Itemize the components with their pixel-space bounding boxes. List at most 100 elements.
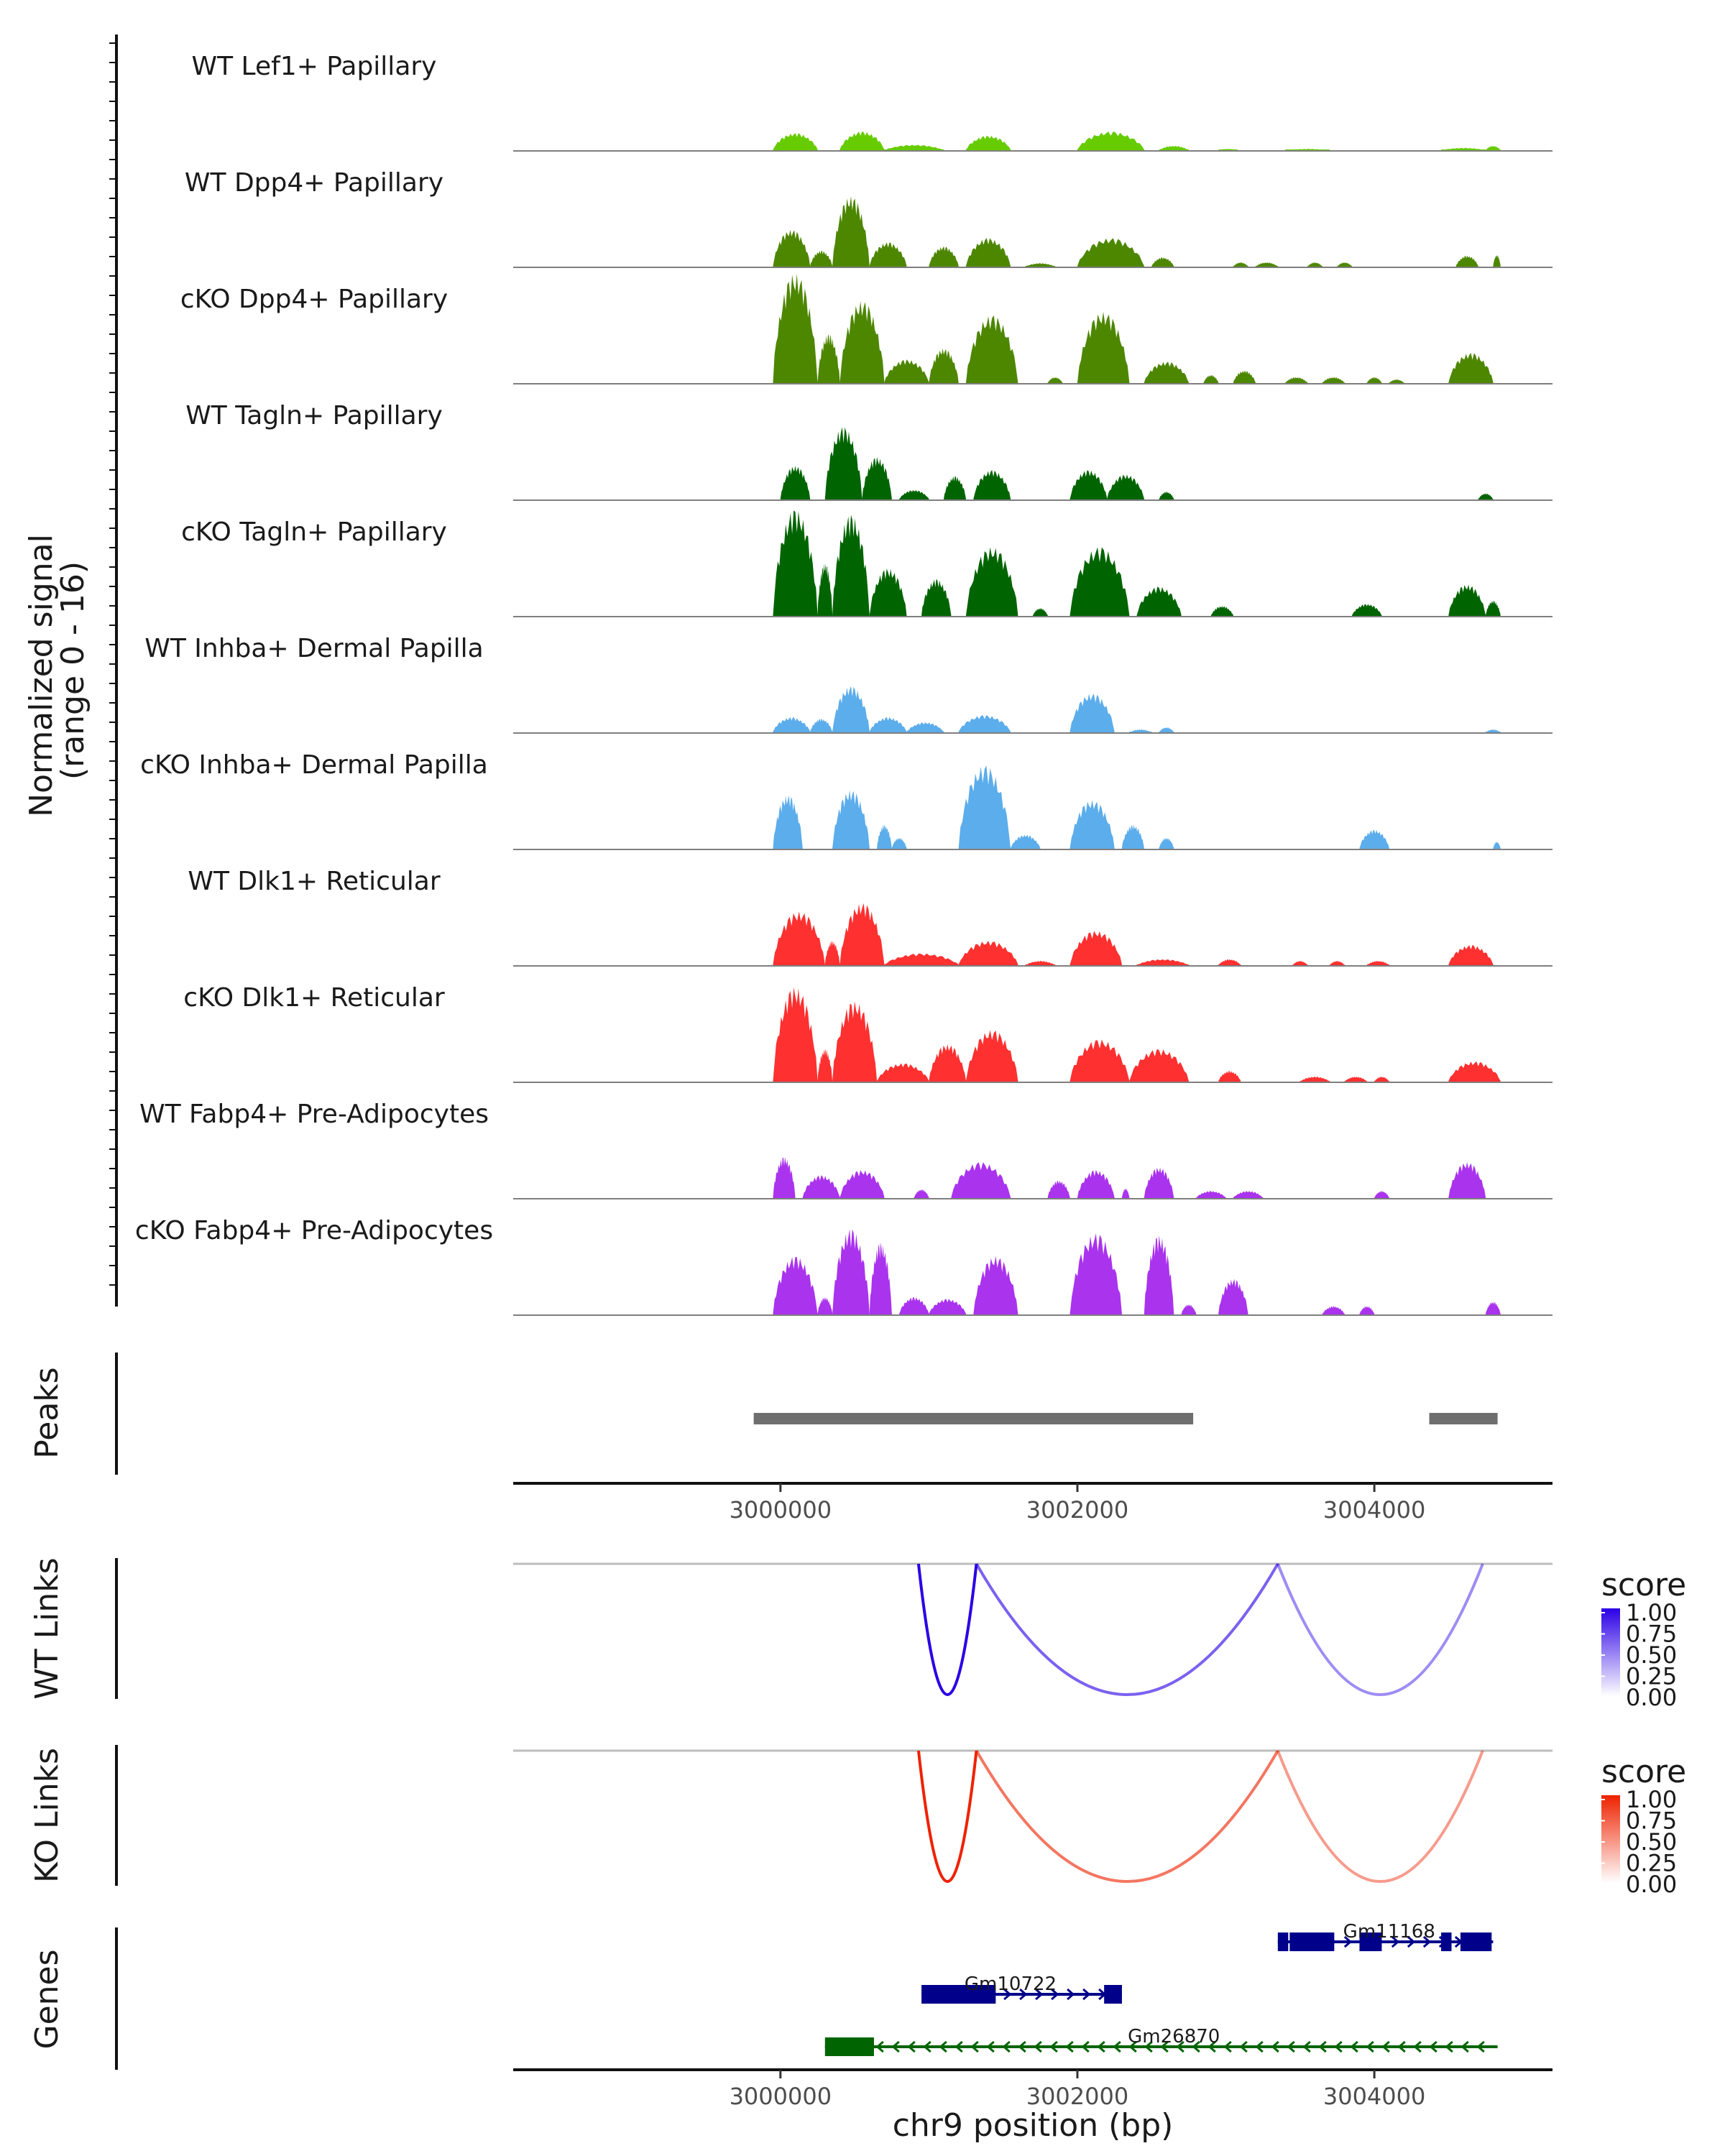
track-label: WT Inhba+ Dermal Papilla: [144, 634, 483, 663]
signal-peak: [966, 135, 1011, 151]
track-label: cKO Inhba+ Dermal Papilla: [140, 750, 488, 780]
gene-exon: [1441, 1932, 1452, 1951]
strand-chevron: [1002, 2040, 1011, 2053]
signal-peak: [832, 790, 870, 849]
signal-peak: [840, 131, 885, 151]
signal-track: WT Tagln+ Papillary: [185, 401, 1552, 501]
signal-track: cKO Dpp4+ Papillary: [180, 273, 1552, 384]
strand-chevron: [1067, 1988, 1075, 2001]
signal-peak: [958, 941, 1018, 966]
peak-bars: [753, 1413, 1498, 1424]
signal-peak: [884, 359, 929, 384]
signal-peak: [817, 333, 840, 384]
strand-chevron: [1176, 2040, 1184, 2053]
signal-track: WT Fabp4+ Pre-Adipocytes: [139, 1100, 1552, 1199]
signal-peak: [1359, 1306, 1375, 1315]
signal-peak: [1144, 1167, 1174, 1199]
signal-peak: [1455, 255, 1478, 267]
strand-chevron: [907, 2040, 916, 2053]
gene-models: Gm11168 Gm10722 Gm26870: [824, 1921, 1498, 2056]
signal-panel-ylabel: Normalized signal (range 0 - 16): [23, 524, 91, 817]
signal-peak: [1344, 1077, 1367, 1082]
signal-peak: [1441, 147, 1486, 151]
signal-peak: [840, 903, 885, 966]
signal-peak: [1448, 1061, 1501, 1082]
strand-chevron: [1255, 2040, 1264, 2053]
signal-peak: [1196, 1191, 1226, 1199]
links-panel-ylabel: KO Links: [29, 1748, 65, 1883]
strand-chevron: [1192, 2040, 1200, 2053]
strand-chevron: [1460, 2040, 1469, 2053]
signal-peak: [773, 717, 811, 733]
signal-peak: [824, 941, 840, 966]
genes-panel-ylabel: Genes: [29, 1949, 65, 2049]
signal-peak: [1389, 379, 1404, 384]
signal-peak: [1047, 377, 1063, 384]
legend-title: score: [1601, 1754, 1686, 1790]
signal-peak: [1070, 547, 1130, 617]
signal-peak: [1159, 727, 1174, 733]
signal-peak: [1121, 824, 1144, 849]
gene-exon: [824, 2037, 874, 2056]
signal-peak: [899, 1296, 929, 1315]
signal-peak: [1159, 492, 1174, 500]
signal-track: cKO Inhba+ Dermal Papilla: [140, 750, 1552, 850]
signal-peak: [1218, 1071, 1241, 1082]
signal-peak: [773, 987, 818, 1082]
signal-peak: [817, 1296, 833, 1315]
signal-peak: [1151, 257, 1174, 267]
gene-model: Gm10722: [921, 1973, 1122, 2004]
strand-chevron: [1160, 2040, 1169, 2053]
track-label: cKO Fabp4+ Pre-Adipocytes: [135, 1216, 493, 1245]
signal-peak: [1077, 312, 1130, 384]
signal-peak: [1448, 945, 1494, 966]
signal-peak: [1337, 262, 1353, 267]
signal-peak: [877, 824, 892, 849]
gene-name-label: Gm26870: [1128, 2026, 1220, 2047]
track-label: cKO Dlk1+ Reticular: [183, 983, 445, 1013]
strand-chevron: [1113, 2040, 1121, 2053]
signal-tracks: WT Lef1+ Papillary WT Dpp4+ Papillary cKO …: [135, 52, 1552, 1316]
signal-peak: [1047, 1180, 1070, 1199]
strand-chevron: [1144, 2040, 1153, 2053]
signal-peak: [1478, 493, 1494, 500]
strand-chevron: [1051, 1988, 1059, 2001]
signal-peak: [1033, 608, 1048, 617]
signal-peak: [773, 911, 825, 966]
signal-peak: [1486, 1302, 1501, 1315]
signal-peak: [773, 510, 818, 617]
signal-peak: [929, 246, 959, 267]
strand-chevron: [1082, 1988, 1091, 2001]
signal-track: cKO Tagln+ Papillary: [181, 510, 1552, 617]
genes-panel: Genes Gm11168 Gm10722 Gm26870 3000000 30020…: [29, 1921, 1552, 2144]
track-label: WT Lef1+ Papillary: [192, 52, 437, 81]
gene-exon: [921, 1985, 996, 2004]
signal-peak: [877, 1063, 929, 1082]
signal-peak: [884, 144, 944, 151]
signal-peak: [1136, 959, 1189, 966]
legend-colorbar: [1601, 1795, 1620, 1883]
signal-peak: [832, 1001, 878, 1082]
track-label: WT Dpp4+ Papillary: [185, 168, 443, 198]
signal-peak: [1448, 1162, 1486, 1199]
strand-chevron: [1445, 2040, 1453, 2053]
signal-peak: [1070, 931, 1122, 966]
legend-tick-label: 1.00: [1626, 1599, 1677, 1626]
x-axis-title: chr9 position (bp): [893, 2107, 1174, 2144]
strand-chevron: [1019, 1988, 1028, 2001]
signal-peak: [862, 457, 892, 500]
strand-chevron: [1287, 2040, 1295, 2053]
signal-peak: [1218, 959, 1241, 966]
signal-peak: [1129, 729, 1152, 733]
gene-exon: [1289, 1932, 1335, 1951]
signal-track: WT Dlk1+ Reticular: [188, 867, 1552, 967]
strand-chevron: [1097, 2040, 1105, 2053]
strand-chevron: [1081, 2040, 1090, 2053]
strand-chevron: [1271, 2040, 1279, 2053]
strand-chevron: [1366, 2040, 1374, 2053]
signal-track: WT Dpp4+ Papillary: [185, 168, 1552, 268]
signal-panel-ticks: [109, 42, 116, 1286]
x-axis-tick-label: 3004000: [1323, 2083, 1426, 2110]
